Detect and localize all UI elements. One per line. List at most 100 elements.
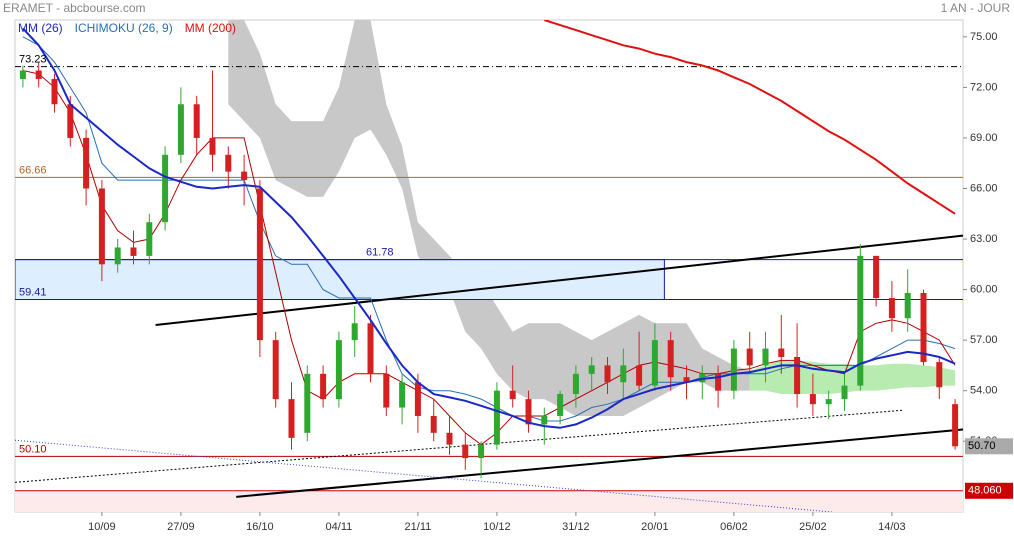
candle-body	[130, 247, 137, 256]
candle-body	[193, 104, 200, 138]
candle-body	[809, 394, 816, 405]
candle-body	[256, 188, 263, 341]
ichimoku-cloud	[228, 20, 750, 416]
candle-body	[225, 154, 232, 172]
last-price-label: 50.70	[968, 440, 996, 452]
candle-body	[493, 390, 500, 445]
trendline	[155, 234, 963, 326]
candle-body	[241, 171, 248, 181]
candle-body	[177, 104, 184, 155]
legend-entry: MM (200)	[185, 21, 236, 35]
candle-body	[114, 247, 121, 265]
candle-body	[920, 292, 927, 363]
candle-body	[936, 362, 943, 388]
candle-body	[414, 382, 421, 416]
candle-body	[620, 365, 627, 383]
x-tick-label: 20/01	[641, 521, 669, 533]
candle-body	[304, 373, 311, 433]
x-tick-label: 06/02	[720, 521, 748, 533]
candle-body	[335, 340, 342, 400]
ma26-line	[22, 27, 956, 429]
alert-price-box	[965, 482, 1013, 499]
level-label: 66.66	[19, 164, 47, 176]
y-tick-label: 60.00	[970, 283, 998, 295]
x-tick-label: 10/09	[88, 521, 116, 533]
x-tick-label: 21/11	[405, 521, 432, 533]
candle-body	[146, 222, 153, 256]
trendline	[15, 409, 904, 483]
candle-body	[351, 323, 358, 341]
x-tick-label: 25/02	[799, 521, 827, 533]
candle-body	[604, 365, 611, 383]
y-tick-label: 63.00	[970, 233, 998, 245]
y-tick-label: 69.00	[970, 132, 998, 144]
trendline	[236, 428, 963, 498]
candle-body	[272, 340, 279, 400]
candle-body	[446, 432, 453, 445]
candle-body	[67, 104, 74, 138]
last-price-box	[965, 438, 1013, 455]
level-label: 59.41	[19, 286, 47, 298]
level-label: 50.10	[19, 443, 47, 455]
candle-body	[51, 78, 58, 105]
candle-body	[478, 444, 485, 459]
plot-area	[15, 20, 963, 512]
candle-body	[857, 255, 864, 386]
candle-body	[794, 356, 801, 395]
candle-body	[683, 377, 690, 383]
candle-body	[746, 348, 753, 366]
candle-body	[462, 444, 469, 459]
candle-body	[572, 373, 579, 395]
x-tick-label: 27/09	[167, 521, 195, 533]
candle-body	[288, 399, 295, 438]
candle-body	[588, 365, 595, 374]
candle-body	[841, 385, 848, 400]
y-tick-label: 54.00	[970, 385, 998, 397]
candle-body	[367, 323, 374, 374]
candle-body	[525, 399, 532, 425]
y-tick-label: 57.00	[970, 334, 998, 346]
candle-body	[383, 373, 390, 408]
chart-title: ERAMET - abcbourse.com	[3, 1, 146, 15]
candle-body	[209, 137, 216, 155]
alert-price-label: 48.060	[968, 485, 1002, 497]
x-tick-label: 31/12	[562, 521, 590, 533]
candle-body	[162, 154, 169, 223]
candle-body	[430, 415, 437, 433]
ichimoku-cloud	[749, 360, 956, 395]
candle-body	[952, 404, 959, 447]
candle-body	[19, 70, 26, 79]
legend-entry: MM (26)	[18, 21, 63, 35]
candle-body	[778, 348, 785, 357]
level-label: 73.23	[19, 54, 47, 66]
y-tick-label: 66.00	[970, 182, 998, 194]
ma200-line	[543, 20, 956, 215]
candle-body	[98, 188, 105, 265]
candle-body	[715, 373, 722, 391]
candle-body	[35, 70, 42, 79]
y-tick-label: 72.00	[970, 81, 998, 93]
candle-body	[873, 255, 880, 299]
x-tick-label: 10/12	[483, 521, 511, 533]
candle-body	[762, 348, 769, 366]
candle-body	[320, 373, 327, 400]
period: 1 AN - JOUR	[941, 1, 1011, 15]
candle-body	[825, 399, 832, 405]
candle-body	[651, 340, 658, 386]
candle-body	[541, 415, 548, 425]
candle-body	[667, 340, 674, 378]
alert-zone	[15, 490, 963, 512]
candle-body	[509, 390, 516, 400]
candle-body	[83, 137, 90, 189]
candle-body	[399, 382, 406, 408]
x-tick-label: 16/10	[246, 521, 274, 533]
candle-body	[904, 292, 911, 319]
candle-body	[730, 348, 737, 391]
legend-entry: ICHIMOKU (26, 9)	[75, 21, 173, 35]
candle-body	[636, 365, 643, 386]
y-tick-label: 75.00	[970, 31, 998, 43]
candle-body	[888, 298, 895, 319]
x-tick-label: 04/11	[326, 521, 353, 533]
